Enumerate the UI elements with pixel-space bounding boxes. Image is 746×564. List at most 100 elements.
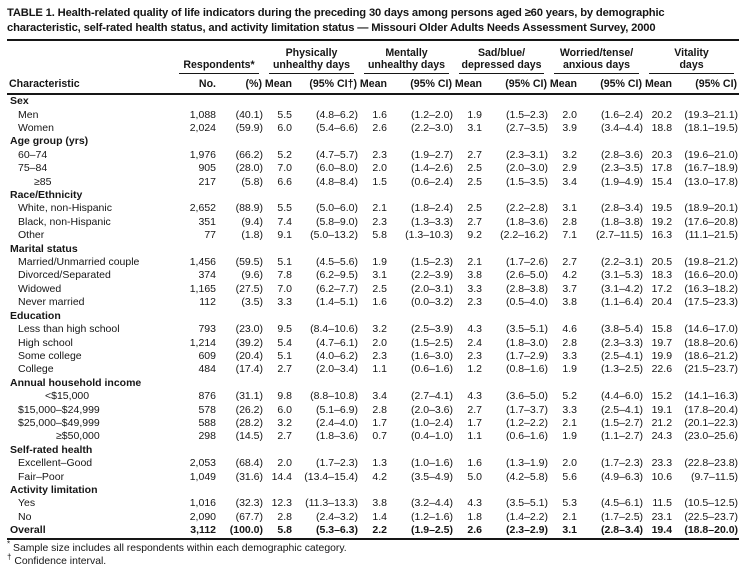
value-cell: 2.7 (277, 363, 293, 376)
value-cell: 15.4 (651, 175, 673, 188)
table-row: 75–84 905 (28.0) 7.0 (6.0–8.0) 2.0 (1.4–2.6) 2.… (7, 162, 739, 175)
ci-cell: (1.5–3.5) (505, 175, 549, 188)
row-label: Women (18, 122, 54, 134)
ci-cell: (59.5) (235, 256, 264, 269)
ci-cell: (0.6–1.6) (410, 363, 454, 376)
value-cell: 2.0 (562, 108, 578, 121)
ci-cell: (2.7–3.5) (505, 122, 549, 134)
value-cell: 22.6 (651, 363, 673, 376)
value-cell: 3.1 (467, 122, 483, 134)
value-cell: 1.9 (372, 256, 388, 269)
ci-header: (95% CI) (484, 74, 550, 96)
ci-cell: (17.4) (235, 363, 264, 376)
value-cell: 1.6 (372, 296, 388, 309)
ci-cell: (18.8–20.0) (674, 524, 740, 540)
ci-cell: (27.5) (235, 282, 264, 295)
ci-cell: (1.5–2.7) (601, 416, 644, 429)
value-cell: 14.4 (271, 470, 293, 483)
ci-cell: (2.2–16.2) (500, 229, 549, 242)
ci-cell: (3.5–5.1) (505, 323, 549, 336)
value-cell: 1,165 (189, 282, 216, 295)
value-cell: 10.6 (651, 470, 673, 483)
ci-cell: (1.8–3.0) (505, 336, 549, 349)
value-cell: 2.7 (277, 430, 293, 443)
value-cell: 2.1 (562, 510, 578, 523)
worried-anxious-group-header: Worried/tense/anxious days (549, 41, 644, 75)
value-cell: 19.9 (651, 349, 673, 362)
value-cell: 1.5 (372, 175, 388, 188)
row-label: Activity limitation (10, 483, 98, 496)
ci-cell: (0.4–1.0) (410, 430, 454, 443)
sub-header-row: Characteristic No. (%) Mean (95% CI†) Me… (7, 74, 740, 96)
ci-cell: (4.7–5.7) (315, 148, 359, 161)
mean-header: Mean (454, 74, 485, 96)
ci-cell: (1.2–1.6) (410, 510, 454, 523)
row-label: Divorced/Separated (18, 269, 111, 282)
ci-cell: (10.5–12.5) (684, 497, 739, 510)
value-cell: 2.7 (562, 256, 578, 269)
value-cell: 16.3 (651, 229, 673, 242)
value-cell: 6.6 (277, 175, 293, 188)
characteristic-header: Characteristic (7, 74, 174, 96)
table-row: Never married 112 (3.5) 3.3 (1.4–5.1) 1.6 (0.0… (7, 296, 739, 309)
value-cell: 12.3 (271, 497, 293, 510)
mean-header: Mean (644, 74, 675, 96)
value-cell: 374 (198, 269, 216, 282)
footnote-sample-size: * Sample size includes all respondents w… (7, 539, 347, 554)
value-cell: 2.8 (372, 403, 388, 416)
value-cell: 298 (198, 430, 216, 443)
ci-cell: (2.0–3.6) (410, 403, 454, 416)
ci-cell: (0.6–1.6) (505, 430, 549, 443)
ci-cell: (68.4) (235, 457, 264, 470)
ci-cell: (5.8–9.0) (315, 215, 359, 228)
table-row: $25,000–$49,999 588 (28.2) 3.2 (2.4–4.0) 1.7 (… (7, 417, 739, 430)
section-row: Education (7, 310, 739, 323)
ci-cell: (1.9–2.7) (410, 148, 454, 161)
ci-cell: (67.7) (235, 510, 264, 523)
value-cell: 2.7 (467, 403, 483, 416)
value-cell: 3.1 (562, 202, 578, 215)
ci-cell: (5.3–6.3) (294, 524, 360, 540)
ci-cell: (13.0–17.8) (684, 175, 739, 188)
ci-cell: (0.0–3.2) (410, 296, 454, 309)
value-cell: 1.6 (467, 457, 483, 470)
table-row: College 484 (17.4) 2.7 (2.0–3.4) 1.1 (0.6–1.6)… (7, 363, 739, 376)
value-cell: 2.1 (562, 416, 578, 429)
row-label: Fair–Poor (18, 470, 65, 483)
value-cell: 7.8 (277, 269, 293, 282)
ci-cell: (13.4–15.4) (304, 470, 359, 483)
row-label: Other (18, 229, 45, 242)
value-cell: 3.2 (277, 416, 293, 429)
group-header-row: Respondents* Physically unhealthy days Me… (7, 41, 739, 75)
ci-cell: (31.1) (235, 390, 264, 403)
value-cell: 7.0 (277, 162, 293, 175)
spacer-cell (7, 41, 174, 74)
value-cell: 2.1 (467, 256, 483, 269)
row-label: ≥85 (34, 175, 52, 188)
value-cell: 4.3 (467, 390, 483, 403)
ci-cell: (18.6–21.2) (684, 349, 739, 362)
row-label: <$15,000 (45, 390, 90, 403)
value-cell: 3.1 (372, 269, 388, 282)
ci-cell: (2.8–3.4) (579, 524, 645, 540)
ci-cell: (2.7–11.5) (595, 229, 644, 242)
value-cell: 5.8 (372, 229, 388, 242)
value-cell: 2.3 (372, 148, 388, 161)
ci-cell: (1.7–2.5) (601, 510, 644, 523)
ci-cell: (2.2–2.8) (505, 202, 549, 215)
row-label: Annual household income (10, 376, 142, 389)
value-cell: 6.0 (277, 403, 293, 416)
table-row: Yes 1,016 (32.3) 12.3 (11.3–13.3) 3.8 (3.2–4.4… (7, 497, 739, 510)
ci-cell: (3.4–4.4) (601, 122, 644, 134)
row-label: College (18, 363, 54, 376)
row-label: No (18, 510, 32, 523)
ci-cell: (4.8–6.2) (315, 108, 359, 121)
value-cell: 5.3 (562, 497, 578, 510)
value-cell: 15.2 (651, 390, 673, 403)
ci-cell: (2.2–3.1) (601, 256, 644, 269)
ci-cell: (1.3–10.3) (405, 229, 454, 242)
ci-cell: (14.6–17.0) (684, 323, 739, 336)
ci-cell: (17.6–20.8) (684, 215, 739, 228)
value-cell: 3.8 (372, 497, 388, 510)
table-row: <$15,000 876 (31.1) 9.8 (8.8–10.8) 3.4 (2.7–4.… (7, 390, 739, 403)
